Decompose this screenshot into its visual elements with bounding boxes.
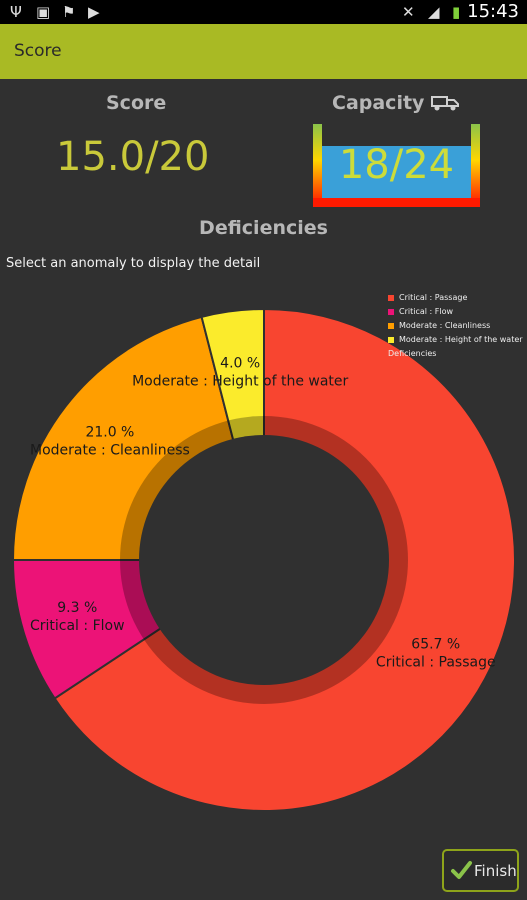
chart-legend: Critical : Passage Critical : Flow Moderat… bbox=[388, 292, 523, 360]
check-icon bbox=[451, 861, 472, 879]
usb-icon: Ψ bbox=[10, 3, 22, 21]
clock: 15:43 bbox=[467, 1, 519, 22]
slice-percent-label: 65.7 % bbox=[411, 636, 460, 652]
action-bar: Score bbox=[0, 24, 527, 79]
legend-item: Critical : Passage bbox=[388, 292, 523, 306]
slice-percent-label: 4.0 % bbox=[220, 355, 260, 371]
legend-label: Moderate : Cleanliness bbox=[399, 321, 491, 330]
deficiencies-donut-chart[interactable]: 65.7 % Critical : Passage 9.3 % Critical : … bbox=[0, 290, 527, 830]
finish-label: Finish bbox=[474, 862, 517, 880]
status-bar: Ψ ▣ ⚑ ▶ ✕ ◢ ▮ 15:43 bbox=[0, 0, 527, 24]
legend-swatch bbox=[388, 309, 394, 315]
legend-swatch bbox=[388, 337, 394, 343]
slice-percent-label: 9.3 % bbox=[57, 600, 97, 616]
legend-item: Critical : Flow bbox=[388, 306, 523, 320]
hint-text: Select an anomaly to display the detail bbox=[6, 256, 261, 271]
slice-name-label: Moderate : Height of the water bbox=[132, 373, 348, 389]
finish-button[interactable]: Finish bbox=[442, 849, 519, 892]
legend-label: Critical : Passage bbox=[399, 293, 468, 302]
legend-swatch bbox=[388, 295, 394, 301]
slice-percent-label: 21.0 % bbox=[85, 424, 134, 440]
play-store-icon: ▶ bbox=[88, 3, 100, 21]
legend-item: Moderate : Cleanliness bbox=[388, 320, 523, 334]
capacity-gauge: 18/24 bbox=[313, 124, 480, 209]
wifi-icon: ◢ bbox=[428, 3, 440, 21]
slice-name-label: Moderate : Cleanliness bbox=[30, 442, 190, 458]
capacity-value: 18/24 bbox=[338, 142, 455, 188]
donut-hole bbox=[139, 435, 389, 685]
deficiencies-title: Deficiencies bbox=[199, 217, 328, 239]
slice-name-label: Critical : Passage bbox=[376, 654, 496, 670]
mute-icon: ✕ bbox=[402, 3, 415, 21]
legend-item: Moderate : Height of the water bbox=[388, 334, 523, 348]
score-label: Score bbox=[106, 92, 167, 114]
legend-label: Moderate : Height of the water bbox=[399, 335, 523, 344]
battery-icon: ▮ bbox=[452, 3, 461, 21]
flag-icon: ⚑ bbox=[62, 3, 76, 21]
score-value: 15.0/20 bbox=[56, 134, 210, 180]
truck-icon bbox=[431, 96, 459, 111]
legend-label: Critical : Flow bbox=[399, 307, 454, 316]
legend-title: Deficiencies bbox=[388, 349, 437, 358]
slice-name-label: Critical : Flow bbox=[30, 618, 125, 634]
image-icon: ▣ bbox=[36, 3, 51, 21]
capacity-label: Capacity bbox=[332, 92, 425, 114]
page-title: Score bbox=[14, 41, 62, 61]
legend-swatch bbox=[388, 323, 394, 329]
